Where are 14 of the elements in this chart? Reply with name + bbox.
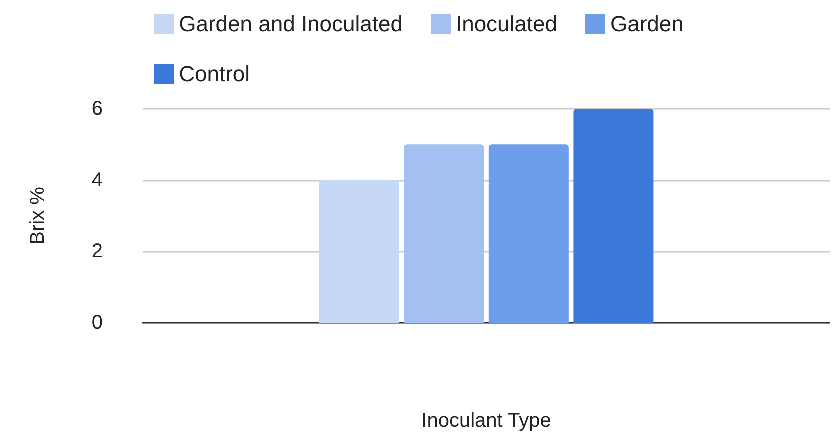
y-tick-label: 2 [92,240,103,263]
bar [488,144,569,323]
legend-label: Inoculated [456,12,558,36]
bar [574,109,654,323]
bar [404,144,484,323]
legend-label: Garden [610,12,684,36]
legend-label: Garden and Inoculated [179,12,403,36]
bar [319,180,400,323]
y-tick-label: 6 [92,98,103,120]
y-tick-label: 0 [92,312,103,334]
y-axis-title: Brix % [27,186,49,245]
x-axis-title: Inoculant Type [422,410,552,432]
y-tick-label: 4 [92,169,103,192]
legend-label: Control [179,62,250,86]
